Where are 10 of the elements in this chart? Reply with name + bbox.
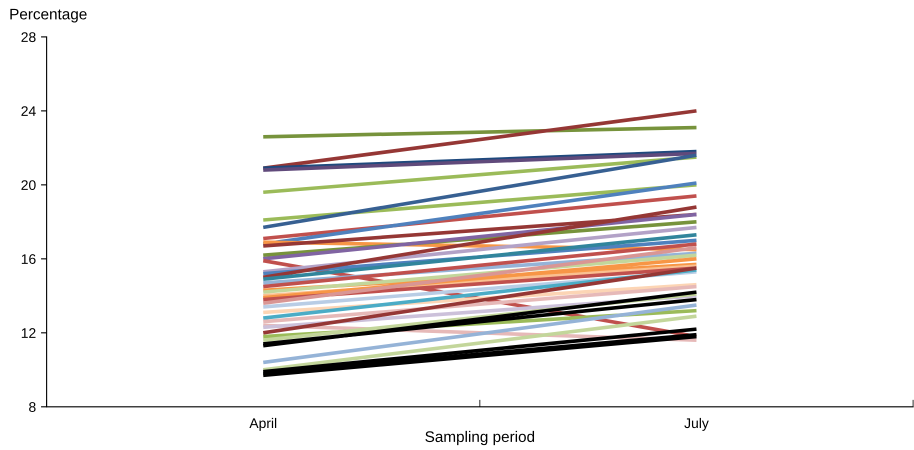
y-tick-label: 8 (29, 402, 36, 412)
x-tick-label: April (249, 418, 276, 431)
y-axis-title: Percentage (10, 8, 87, 22)
y-tick-label: 24 (21, 106, 36, 116)
x-tick-label: July (684, 418, 709, 431)
y-tick-label: 28 (21, 32, 36, 42)
y-tick-label: 16 (22, 254, 36, 264)
y-tick-label: 20 (21, 180, 36, 190)
x-axis-title: Sampling period (425, 430, 534, 446)
y-tick-label: 12 (22, 328, 36, 338)
